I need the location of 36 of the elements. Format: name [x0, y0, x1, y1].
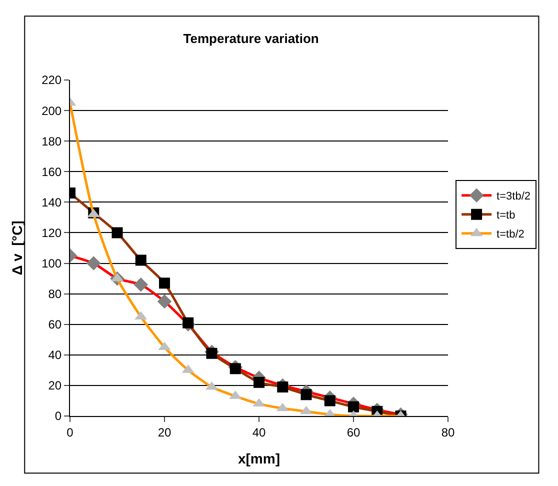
point: [86, 256, 101, 270]
y-tick-label: 120: [42, 226, 62, 240]
point: [324, 395, 336, 406]
y-tick-label: 0: [54, 409, 62, 424]
y-tick-label: 40: [48, 348, 62, 362]
point: [300, 389, 312, 400]
point: [254, 376, 264, 388]
point: [182, 317, 194, 328]
legend-label: t=3tb/2: [496, 190, 531, 203]
y-tick-label: 140: [42, 195, 62, 210]
x-tick-label: 20: [158, 425, 172, 440]
y-tick-label: 160: [42, 164, 62, 179]
point: [159, 278, 170, 289]
x-tick-label: 60: [346, 425, 360, 440]
chart-title: Temperature variation: [183, 31, 319, 46]
x-axis-title: x[mm]: [238, 450, 280, 467]
point: [348, 401, 359, 412]
y-tick-label: 220: [42, 73, 62, 88]
x-tick-label: 80: [441, 425, 455, 440]
y-tick-label: 80: [48, 287, 62, 302]
point: [134, 278, 148, 292]
y-tick-label: 100: [42, 256, 62, 270]
point: [157, 294, 172, 309]
legend-label: t=tb/2: [496, 228, 524, 241]
x-tick-label: 0: [66, 425, 74, 440]
y-axis-title: Δ v [°C]: [9, 220, 26, 276]
point: [135, 254, 146, 266]
point: [112, 227, 123, 238]
legend-label: t=tb: [496, 210, 516, 222]
y-tick-label: 200: [42, 104, 62, 118]
y-tick-label: 20: [48, 378, 62, 393]
y-tick-label: 60: [48, 318, 62, 332]
point: [206, 348, 218, 359]
point: [230, 363, 241, 374]
x-tick-label: 40: [252, 425, 266, 440]
y-tick-label: 180: [42, 134, 62, 148]
